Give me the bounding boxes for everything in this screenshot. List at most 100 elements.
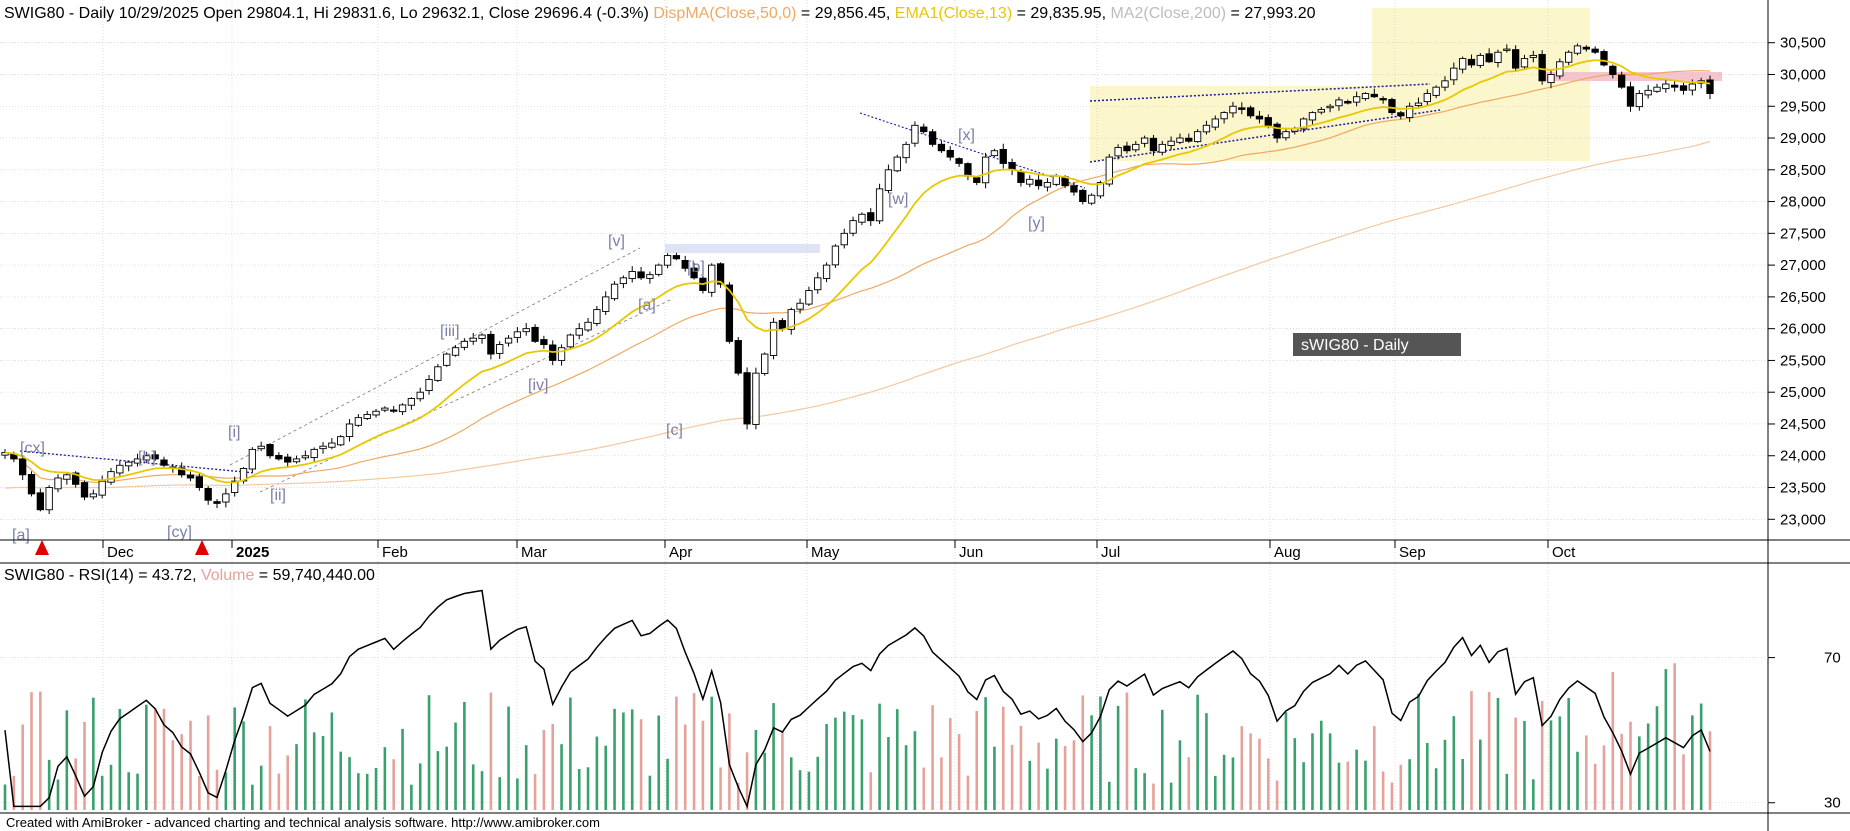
volume-bar — [206, 715, 210, 810]
volume-bar — [92, 697, 95, 810]
volume-bar — [772, 703, 775, 810]
volume-bar — [1311, 733, 1314, 810]
volume-bar — [904, 745, 908, 810]
candle — [566, 333, 575, 350]
volume-bar — [1293, 738, 1297, 810]
volume-bar — [701, 720, 705, 810]
volume-bar — [1664, 669, 1668, 810]
volume-bar — [295, 744, 298, 810]
candle — [1467, 54, 1476, 68]
candle — [504, 335, 513, 347]
wave-label: [ii] — [270, 487, 286, 504]
candle — [1317, 107, 1325, 115]
rsi-grid — [0, 657, 1768, 804]
ma50-path — [4, 70, 1711, 483]
candle — [248, 447, 257, 473]
candle — [231, 476, 239, 497]
candle — [381, 406, 389, 413]
up-arrow-icon — [35, 540, 49, 555]
candle — [63, 473, 71, 485]
candle — [1626, 81, 1635, 112]
candle — [354, 414, 363, 427]
volume-bar — [1434, 768, 1438, 810]
candle — [1662, 79, 1670, 93]
candle — [1299, 117, 1308, 133]
volume-bar — [1479, 739, 1482, 810]
volume-bar — [1364, 760, 1367, 810]
candle — [990, 148, 999, 157]
candle — [1423, 89, 1431, 107]
volume-bar — [719, 767, 722, 810]
buy-markers — [35, 540, 209, 555]
candle — [1105, 153, 1113, 187]
watermark-label: sWIG80 - Daily — [1301, 337, 1409, 354]
volume-bar — [1691, 715, 1694, 810]
month-label: Sep — [1399, 544, 1426, 561]
volume-bar — [1708, 731, 1712, 810]
candle — [125, 460, 133, 472]
candle — [301, 450, 310, 461]
volume-bar — [948, 718, 952, 810]
candle — [345, 419, 354, 442]
volume-bar — [1001, 706, 1005, 810]
volume-bar — [233, 707, 236, 810]
volume-bar — [1275, 780, 1279, 810]
candle — [1370, 88, 1378, 99]
candle — [407, 397, 416, 410]
price-tick-label: 25,500 — [1780, 352, 1826, 369]
price-tick-label: 27,500 — [1780, 225, 1826, 242]
volume-bar — [1240, 726, 1244, 810]
month-label: May — [811, 544, 840, 561]
candle — [946, 146, 954, 161]
volume-bar — [436, 751, 440, 810]
volume-bar — [21, 724, 24, 810]
volume-bar — [825, 724, 828, 810]
candle — [655, 263, 663, 277]
volume-bar — [745, 752, 749, 810]
candle — [1, 449, 9, 459]
candle — [1087, 193, 1096, 206]
candle — [319, 442, 327, 454]
volume-bar — [851, 715, 855, 810]
rsi-header-vol-name: Volume — [201, 567, 254, 584]
candle — [1079, 188, 1087, 205]
candle — [160, 456, 168, 467]
rsi-header: SWIG80 - RSI(14) = 43.72, Volume = 59,74… — [4, 567, 375, 584]
candle — [1679, 82, 1688, 95]
candle — [487, 330, 495, 360]
price-tick-label: 26,000 — [1780, 321, 1826, 338]
volume-bar — [1470, 691, 1473, 810]
candle — [1706, 75, 1714, 100]
candle — [1591, 46, 1599, 54]
volume-bar — [1143, 773, 1146, 810]
volume-bar — [789, 757, 793, 810]
candle — [284, 453, 292, 468]
price-tick-label: 28,500 — [1780, 162, 1826, 179]
candle — [716, 262, 725, 288]
candle — [1485, 48, 1493, 64]
candle — [1494, 49, 1502, 68]
candle — [690, 262, 698, 280]
volume-bar — [392, 759, 396, 810]
candle — [1361, 92, 1370, 101]
volume-bar — [312, 732, 316, 810]
volume-bar — [286, 755, 289, 810]
candle — [416, 387, 424, 402]
candle — [1034, 174, 1043, 190]
volume-bar — [109, 764, 113, 810]
candle — [1388, 97, 1396, 116]
volume-bar — [365, 773, 369, 810]
candle — [80, 480, 89, 501]
volume-bar — [1567, 697, 1570, 810]
wave-label: [cx] — [20, 440, 45, 457]
rsi-pane: 30 70 SWIG80 - RSI(14) = 43.72, Volume = … — [0, 567, 1841, 812]
wave-label: [b] — [138, 449, 156, 466]
candle — [478, 333, 486, 344]
candle — [1026, 175, 1034, 188]
ma200-path — [4, 140, 1711, 489]
up-arrow-icon — [195, 540, 209, 555]
candle — [513, 327, 522, 343]
volume-bar — [1682, 754, 1685, 810]
volume-bar — [869, 772, 873, 810]
candle — [708, 263, 716, 297]
